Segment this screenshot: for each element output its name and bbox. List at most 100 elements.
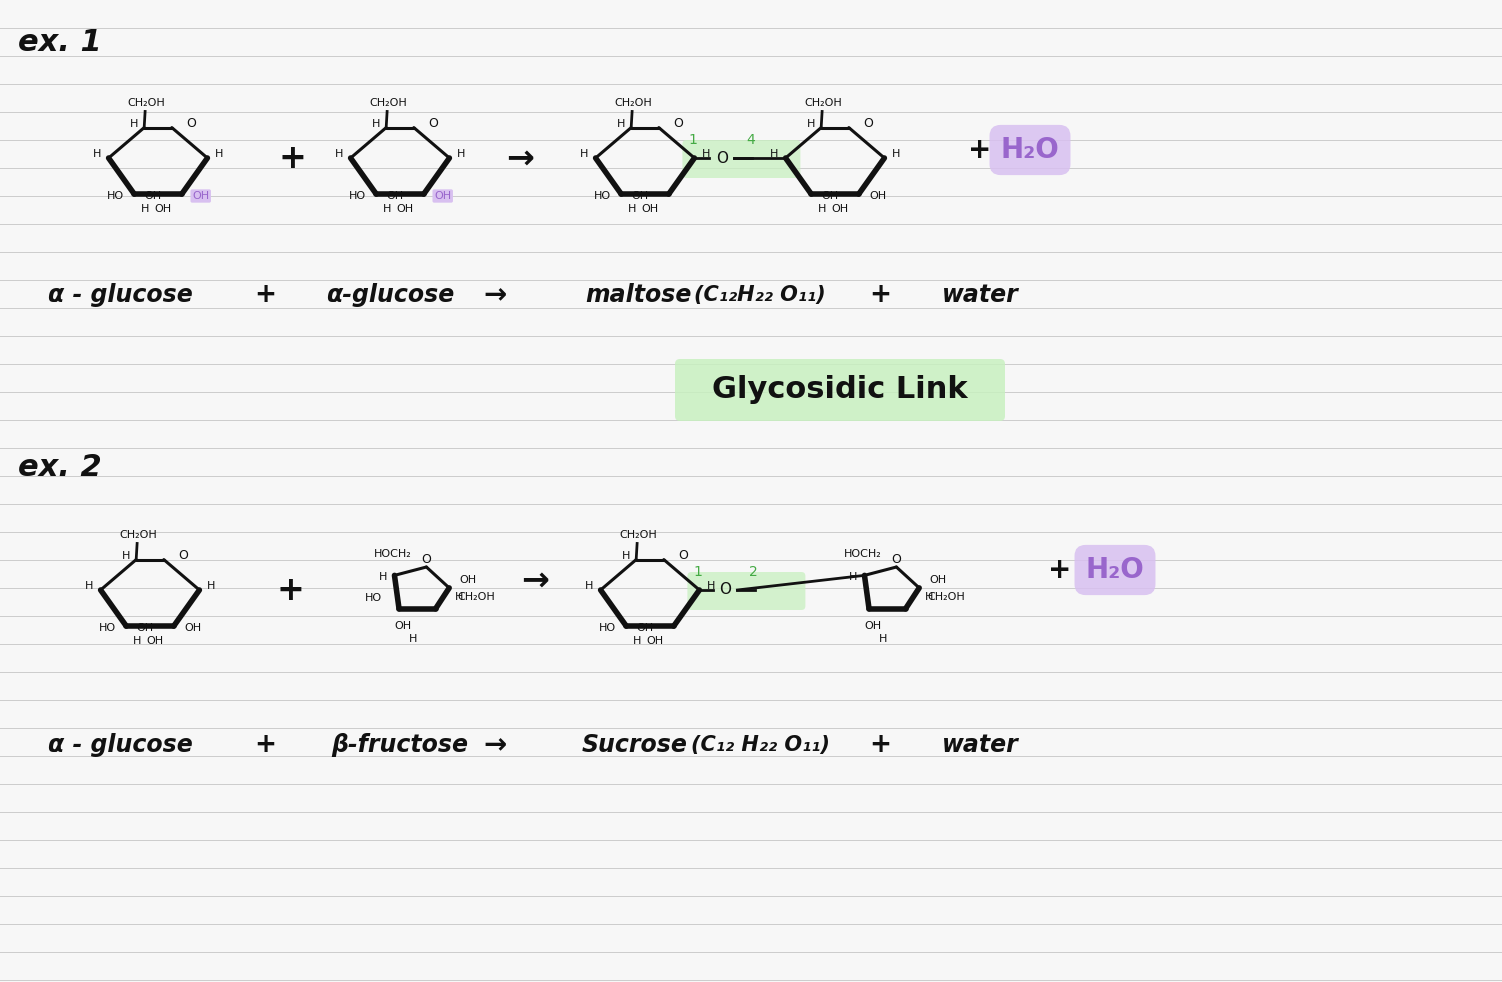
FancyBboxPatch shape (674, 359, 1005, 421)
Text: OH: OH (397, 204, 413, 214)
Text: H: H (849, 573, 858, 582)
Text: O: O (719, 582, 731, 597)
Text: H: H (383, 204, 391, 214)
Text: (C₁₂H₂₂ O₁₁): (C₁₂H₂₂ O₁₁) (694, 285, 826, 305)
Text: +: + (278, 141, 306, 175)
Text: HOCH₂: HOCH₂ (374, 550, 412, 560)
Text: H: H (129, 119, 138, 129)
Text: H: H (457, 149, 466, 159)
Text: OH: OH (386, 191, 404, 201)
Text: H: H (892, 149, 900, 159)
Text: OH: OH (822, 191, 838, 201)
Text: H₂O: H₂O (1086, 556, 1145, 584)
Text: OH: OH (641, 204, 658, 214)
Text: 2: 2 (749, 565, 759, 579)
Text: CH₂OH: CH₂OH (619, 530, 656, 540)
Text: O: O (422, 553, 431, 566)
Text: H: H (93, 149, 102, 159)
Text: +: + (276, 573, 303, 607)
Text: O: O (673, 117, 683, 131)
Text: H: H (455, 592, 463, 602)
Text: HO: HO (599, 623, 616, 633)
Text: O: O (679, 549, 688, 563)
Text: H: H (616, 119, 625, 129)
Text: OH: OH (460, 575, 476, 585)
Text: H: H (807, 119, 816, 129)
Text: α-glucose: α-glucose (326, 283, 454, 307)
Text: HO: HO (348, 191, 366, 201)
Text: CH₂OH: CH₂OH (927, 592, 964, 602)
Text: →: → (484, 731, 506, 759)
Text: H: H (701, 149, 710, 159)
Text: α - glucose: α - glucose (48, 283, 192, 307)
Text: CH₂OH: CH₂OH (804, 98, 843, 108)
Text: +: + (870, 732, 891, 758)
Text: HO: HO (593, 191, 611, 201)
Text: +: + (870, 282, 891, 308)
FancyBboxPatch shape (682, 140, 801, 178)
Text: ex. 1: ex. 1 (18, 27, 102, 57)
Text: OH: OH (870, 191, 886, 201)
Text: maltose: maltose (584, 283, 691, 307)
Text: +: + (254, 282, 276, 308)
Text: CH₂OH: CH₂OH (457, 592, 494, 602)
Text: HO: HO (365, 592, 382, 603)
Text: OH: OH (146, 636, 164, 646)
Text: α - glucose: α - glucose (48, 733, 192, 757)
Text: H: H (771, 149, 778, 159)
Text: CH₂OH: CH₂OH (119, 530, 156, 540)
Text: OH: OH (155, 204, 171, 214)
Text: water: water (942, 733, 1018, 757)
Text: (C₁₂ H₂₂ O₁₁): (C₁₂ H₂₂ O₁₁) (691, 735, 829, 755)
Text: OH: OH (864, 621, 882, 630)
Text: Glycosidic Link: Glycosidic Link (712, 375, 967, 405)
Text: water: water (942, 283, 1018, 307)
Text: H: H (409, 634, 418, 644)
Text: OH: OH (395, 621, 412, 630)
Text: OH: OH (646, 636, 664, 646)
Text: H: H (371, 119, 380, 129)
Text: OH: OH (632, 191, 649, 201)
Text: CH₂OH: CH₂OH (369, 98, 407, 108)
Text: OH: OH (192, 191, 209, 201)
Text: O: O (892, 553, 901, 566)
Text: O: O (186, 117, 197, 131)
Text: H: H (584, 581, 593, 591)
Text: H: H (817, 204, 826, 214)
Text: O: O (864, 117, 874, 131)
Text: 1: 1 (692, 565, 701, 579)
Text: OH: OH (137, 623, 153, 633)
Text: OH: OH (930, 575, 946, 585)
Text: HO: HO (99, 623, 116, 633)
FancyBboxPatch shape (688, 572, 805, 610)
Text: OH: OH (831, 204, 849, 214)
Text: H₂O: H₂O (1000, 136, 1059, 164)
Text: ex. 2: ex. 2 (18, 454, 102, 482)
Text: 1: 1 (688, 133, 697, 147)
Text: H: H (335, 149, 344, 159)
Text: H: H (141, 204, 149, 214)
Text: H: H (580, 149, 589, 159)
Text: H: H (86, 581, 93, 591)
Text: +: + (969, 136, 991, 164)
Text: H: H (632, 636, 641, 646)
Text: H: H (215, 149, 222, 159)
Text: Sucrose: Sucrose (583, 733, 688, 757)
Text: CH₂OH: CH₂OH (128, 98, 165, 108)
Text: H: H (207, 581, 215, 591)
Text: O: O (716, 150, 728, 166)
Text: H: H (379, 573, 388, 582)
Text: OH: OH (144, 191, 162, 201)
Text: OH: OH (185, 623, 201, 633)
Text: CH₂OH: CH₂OH (614, 98, 652, 108)
Text: O: O (179, 549, 188, 563)
Text: H: H (122, 551, 129, 561)
Text: →: → (506, 141, 535, 175)
Text: HOCH₂: HOCH₂ (844, 550, 882, 560)
Text: O: O (428, 117, 439, 131)
Text: HO: HO (107, 191, 123, 201)
Text: +: + (254, 732, 276, 758)
Text: H: H (628, 204, 635, 214)
Text: H: H (925, 592, 933, 602)
Text: →: → (521, 564, 550, 596)
